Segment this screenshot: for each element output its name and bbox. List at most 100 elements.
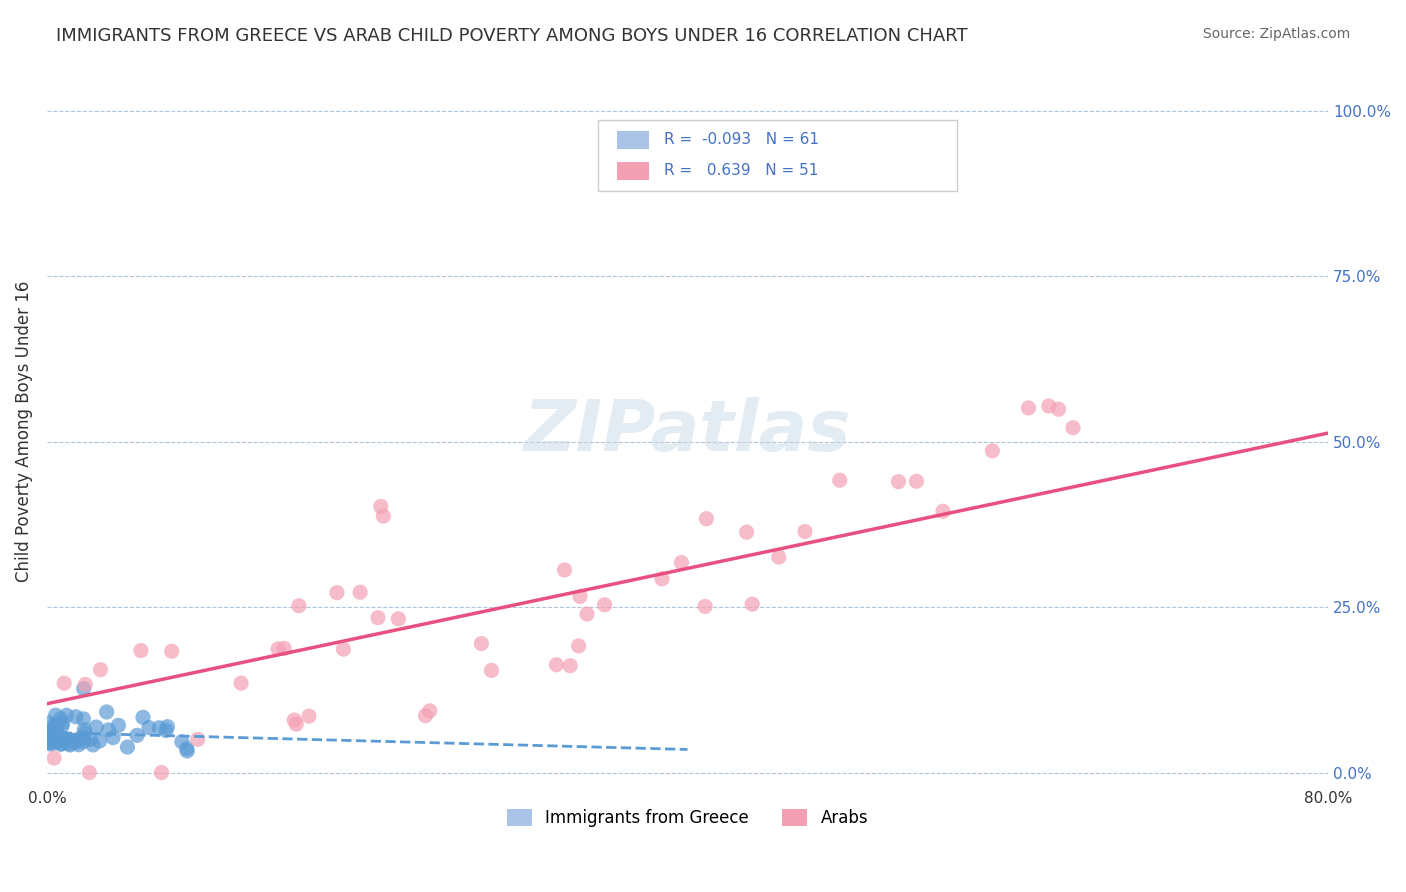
Point [89, 663, 111, 677]
Point [387, 612, 409, 626]
Point [101, 731, 124, 745]
Point [129, 643, 152, 657]
Point [671, 556, 693, 570]
Point [370, 500, 392, 514]
Point [89, 734, 111, 748]
Point [156, 720, 179, 734]
Point [298, 709, 321, 723]
Point [37, 728, 59, 742]
Point [1038, 399, 1060, 413]
FancyBboxPatch shape [617, 162, 650, 180]
Point [49, 737, 72, 751]
Point [155, 723, 177, 738]
Y-axis label: Child Poverty Among Boys Under 16: Child Poverty Among Boys Under 16 [15, 281, 32, 582]
Point [97, 723, 120, 737]
Point [117, 740, 139, 755]
Point [568, 639, 591, 653]
Point [53, 733, 76, 747]
Point [419, 704, 441, 718]
FancyBboxPatch shape [598, 120, 956, 191]
Point [79, 732, 101, 747]
Point [55, 708, 77, 723]
Point [84, 720, 107, 734]
Point [53, 676, 76, 690]
Point [148, 721, 170, 735]
Point [42, 727, 65, 741]
Point [741, 597, 763, 611]
Point [45, 724, 67, 739]
Point [981, 443, 1004, 458]
Point [52, 716, 75, 731]
Point [267, 641, 290, 656]
Point [79, 765, 101, 780]
Point [160, 644, 183, 658]
Point [575, 607, 598, 621]
Point [905, 475, 928, 489]
Point [66, 732, 89, 747]
Point [96, 705, 118, 719]
Point [59, 738, 82, 752]
Point [44, 720, 66, 734]
Point [48, 734, 70, 748]
Point [65, 710, 87, 724]
Point [332, 642, 354, 657]
Point [73, 723, 96, 737]
Point [107, 718, 129, 732]
Point [72, 712, 94, 726]
Point [37, 734, 59, 748]
Point [63, 733, 86, 747]
Point [170, 735, 193, 749]
Text: Source: ZipAtlas.com: Source: ZipAtlas.com [1202, 27, 1350, 41]
Point [1017, 401, 1039, 415]
Point [45, 722, 67, 736]
Point [373, 509, 395, 524]
Point [51, 737, 73, 751]
Point [72, 731, 94, 745]
Point [176, 744, 198, 758]
Point [569, 590, 592, 604]
Legend: Immigrants from Greece, Arabs: Immigrants from Greece, Arabs [501, 803, 875, 834]
Point [51, 719, 73, 733]
Point [82, 738, 104, 752]
Point [49, 712, 72, 726]
Point [593, 598, 616, 612]
Point [39, 737, 62, 751]
Point [75, 677, 97, 691]
Point [39, 735, 62, 749]
Text: R =   0.639   N = 51: R = 0.639 N = 51 [665, 163, 818, 178]
Point [65, 735, 87, 749]
Point [349, 585, 371, 599]
Point [481, 664, 503, 678]
Point [73, 681, 96, 696]
Point [125, 728, 148, 742]
Point [768, 549, 790, 564]
Point [887, 475, 910, 489]
Point [695, 599, 717, 614]
Point [42, 735, 65, 749]
Point [1047, 402, 1070, 417]
Text: ZIPatlas: ZIPatlas [524, 397, 851, 467]
Point [283, 713, 305, 727]
Point [735, 525, 758, 540]
Point [828, 473, 851, 487]
FancyBboxPatch shape [617, 131, 650, 149]
Point [51, 731, 73, 745]
Point [285, 717, 308, 731]
Text: IMMIGRANTS FROM GREECE VS ARAB CHILD POVERTY AMONG BOYS UNDER 16 CORRELATION CHA: IMMIGRANTS FROM GREECE VS ARAB CHILD POV… [56, 27, 967, 45]
Point [138, 721, 160, 735]
Point [176, 741, 198, 756]
Point [651, 572, 673, 586]
Point [60, 733, 83, 747]
Point [560, 658, 582, 673]
Point [42, 732, 65, 747]
Point [42, 751, 65, 765]
Point [44, 719, 66, 733]
Point [695, 512, 717, 526]
Point [44, 733, 66, 747]
Point [415, 708, 437, 723]
Point [38, 726, 60, 740]
Point [273, 641, 295, 656]
Point [72, 734, 94, 748]
Point [67, 738, 90, 752]
Point [367, 610, 389, 624]
